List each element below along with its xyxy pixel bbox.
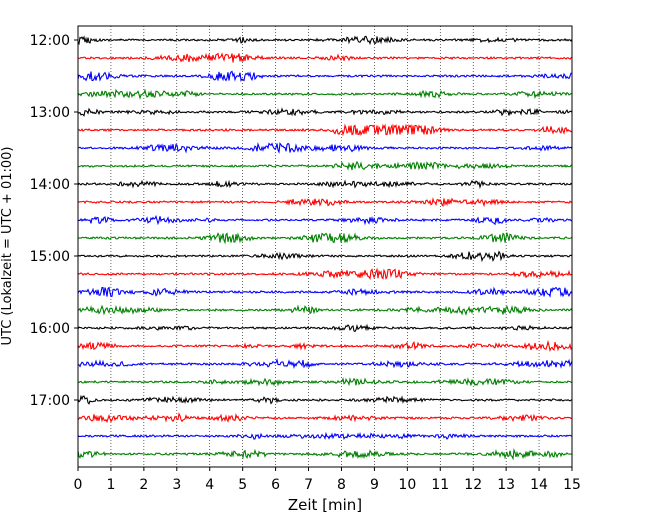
- trace-1345: [77, 160, 573, 171]
- trace-1500: [77, 250, 573, 263]
- x-tick-label: 3: [172, 477, 181, 493]
- trace-1745: [77, 447, 573, 461]
- y-tick-label: 16:00: [30, 321, 70, 337]
- x-axis-ticks: 0 1 2 3 4 5 6 7 8 9 10 11 12 13 14 15: [74, 467, 581, 493]
- x-tick-label: 11: [431, 477, 449, 493]
- trace-1615: [77, 339, 573, 353]
- x-tick-label: 13: [497, 477, 515, 493]
- trace-1315: [77, 123, 573, 137]
- y-tick-label: 13:00: [30, 105, 70, 121]
- x-tick-label: 7: [304, 477, 313, 493]
- y-axis-label: UTC (Lokalzeit = UTC + 01:00): [0, 147, 15, 346]
- trace-1330: [77, 142, 573, 154]
- x-axis-label: Zeit [min]: [288, 496, 362, 514]
- trace-1715: [77, 412, 573, 424]
- x-tick-label: 14: [530, 477, 548, 493]
- x-tick-label: 6: [271, 477, 280, 493]
- trace-1415: [77, 197, 573, 208]
- y-tick-label: 15:00: [30, 249, 70, 265]
- trace-1245: [77, 88, 573, 100]
- trace-1445: [77, 231, 573, 245]
- y-tick-label: 17:00: [30, 393, 70, 409]
- y-tick-label: 14:00: [30, 177, 70, 193]
- x-tick-label: 8: [337, 477, 346, 493]
- x-tick-label: 10: [398, 477, 416, 493]
- trace-1430: [77, 214, 573, 226]
- x-tick-label: 5: [238, 477, 247, 493]
- trace-1645: [77, 377, 573, 387]
- plot-frame: [77, 25, 573, 468]
- trace-1630: [77, 357, 573, 370]
- x-tick-label: 12: [464, 477, 482, 493]
- trace-1300: [77, 107, 573, 117]
- trace-1400: [77, 179, 573, 190]
- trace-1230: [77, 70, 573, 82]
- x-tick-label: 9: [370, 477, 379, 493]
- x-tick-label: 15: [563, 477, 581, 493]
- trace-1545: [77, 304, 573, 316]
- trace-1515: [77, 267, 573, 281]
- x-tick-label: 2: [139, 477, 148, 493]
- y-tick-label: 12:00: [30, 33, 70, 49]
- x-tick-label: 4: [205, 477, 214, 493]
- trace-1215: [77, 52, 573, 63]
- traces: [77, 35, 573, 461]
- trace-1200: [77, 35, 573, 46]
- x-tick-label: 0: [74, 477, 83, 493]
- y-axis-ticks: 12:00 13:00 14:00 15:00 16:00 17:00: [30, 33, 78, 409]
- trace-1700: [77, 394, 573, 405]
- trace-1730: [77, 431, 573, 441]
- x-tick-label: 1: [106, 477, 115, 493]
- trace-1600: [77, 323, 573, 333]
- trace-1530: [77, 286, 573, 298]
